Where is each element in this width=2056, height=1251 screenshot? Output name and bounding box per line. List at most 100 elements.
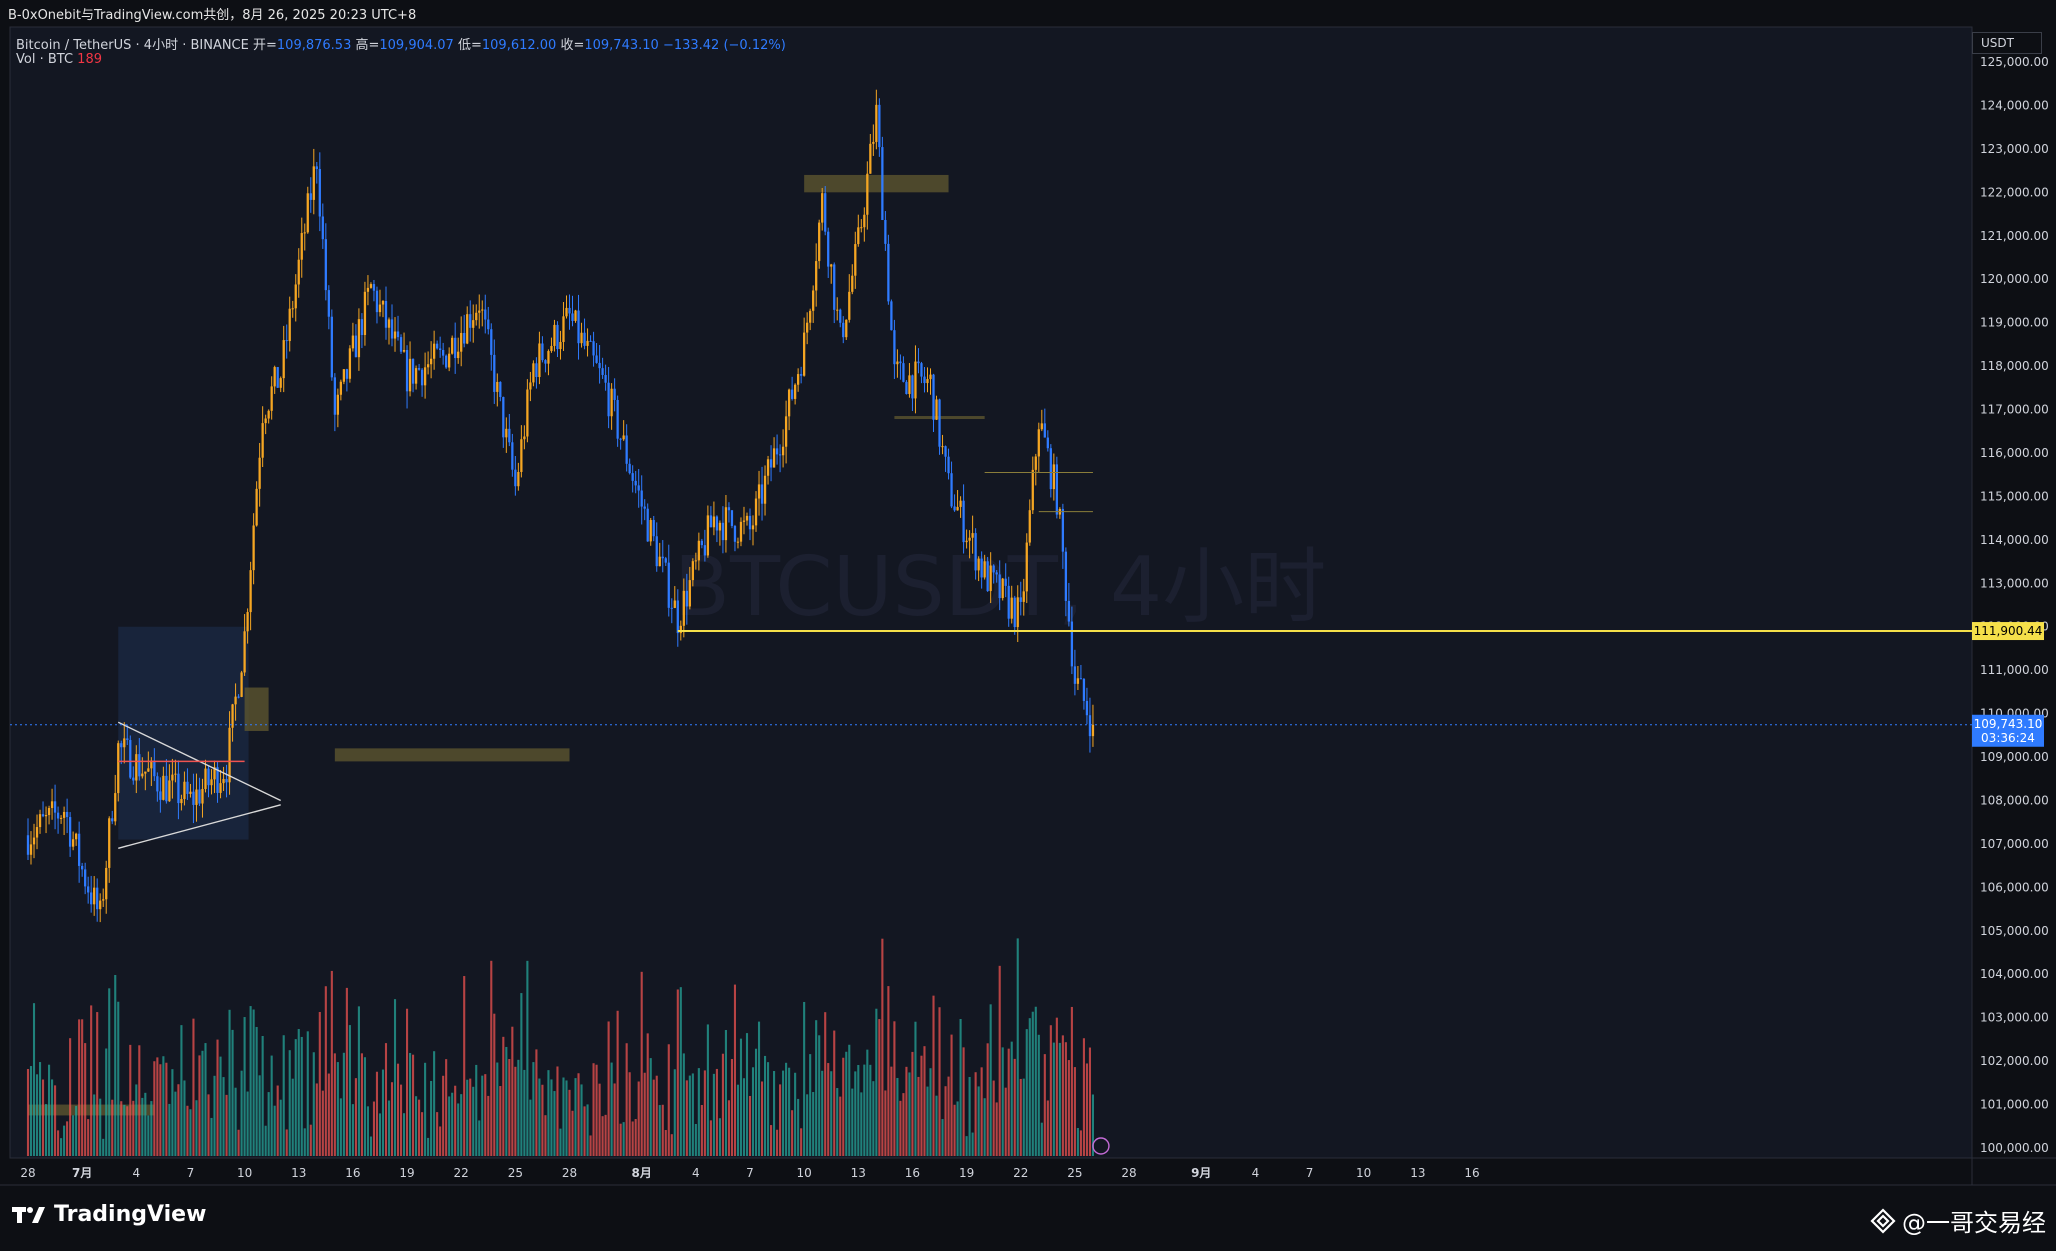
time-axis[interactable]: 28 7月 4 7 10 13 16 19 22 25 28 8月 4 7 10 13 16 19 22 25 28 9月… xyxy=(20,1166,1479,1180)
candle-body xyxy=(357,319,361,358)
volume-bar xyxy=(333,1053,336,1156)
candle-body xyxy=(466,314,469,344)
candle-body xyxy=(327,290,330,317)
volume-legend[interactable]: Vol · BTC 189 xyxy=(16,52,102,67)
volume-bar xyxy=(754,1048,758,1156)
candle-body xyxy=(953,506,956,511)
candle-body xyxy=(508,428,511,443)
volume-bar xyxy=(153,1061,156,1156)
candle-body xyxy=(189,791,192,794)
candle-body xyxy=(345,369,349,379)
candle-body xyxy=(502,397,505,438)
symbol-title[interactable]: Bitcoin / TetherUS · 4小时 · BINANCE xyxy=(16,38,249,53)
volume-bar xyxy=(246,1091,249,1156)
candle-body xyxy=(168,780,171,802)
volume-bar xyxy=(1028,1018,1031,1156)
tradingview-logo[interactable]: TradingView xyxy=(12,1202,206,1227)
volume-bar xyxy=(809,1054,812,1156)
candle-body xyxy=(1070,621,1074,667)
volume-bar xyxy=(430,1080,433,1156)
volume-bar xyxy=(1067,1060,1070,1156)
volume-bar xyxy=(655,1075,658,1156)
volume-bar xyxy=(348,1025,351,1156)
volume-bar xyxy=(66,1121,69,1156)
volume-bar xyxy=(529,1099,532,1156)
volume-bar xyxy=(878,1019,881,1156)
candle-body xyxy=(766,459,770,476)
volume-bar xyxy=(1034,1006,1037,1156)
currency-selector[interactable]: USDT xyxy=(1972,32,2042,54)
candle-body xyxy=(234,696,237,705)
candle-body xyxy=(354,335,358,358)
candle-body xyxy=(126,738,129,741)
candle-body xyxy=(312,166,315,200)
volume-bar xyxy=(622,1122,625,1156)
candle-body xyxy=(442,349,445,356)
volume-bar xyxy=(788,1067,791,1156)
candle-body xyxy=(378,304,382,313)
volume-bar xyxy=(487,1095,490,1156)
time-tick-label: 28 xyxy=(1121,1166,1136,1180)
candle-body xyxy=(294,284,297,309)
volume-bar xyxy=(231,1029,234,1156)
candle-body xyxy=(932,374,935,420)
volume-bar xyxy=(580,1084,583,1156)
candle-body xyxy=(41,814,45,817)
candle-body xyxy=(634,480,637,486)
candle-body xyxy=(1088,715,1092,737)
candle-body xyxy=(995,572,998,575)
candle-body xyxy=(114,793,117,822)
candle-body xyxy=(601,368,604,375)
volume-bar xyxy=(255,1026,258,1156)
candle-body xyxy=(282,340,285,379)
volume-bar xyxy=(318,1011,321,1156)
candle-body xyxy=(860,227,863,229)
volume-bar xyxy=(144,1092,147,1156)
volume-bar xyxy=(78,1019,81,1156)
candle-body xyxy=(610,388,613,417)
candle-body xyxy=(448,353,451,368)
volume-bar xyxy=(634,1119,637,1156)
candle-body xyxy=(649,520,652,542)
volume-bar xyxy=(559,1128,562,1156)
time-tick-label: 13 xyxy=(851,1166,866,1180)
volume-bar xyxy=(327,1073,330,1156)
open-label: 开= xyxy=(253,38,277,53)
volume-bar xyxy=(123,1104,126,1156)
volume-bar xyxy=(360,1053,363,1156)
symbol-legend[interactable]: Bitcoin / TetherUS · 4小时 · BINANCE 开=109… xyxy=(16,34,786,53)
candle-body xyxy=(463,332,466,344)
volume-bar xyxy=(204,1043,207,1156)
time-tick-label: 16 xyxy=(905,1166,920,1180)
candle-body xyxy=(1055,464,1058,515)
volume-bar xyxy=(794,1072,797,1156)
candle-body xyxy=(192,791,195,805)
time-tick-label: 19 xyxy=(399,1166,414,1180)
candle-body xyxy=(1019,597,1022,602)
candle-body xyxy=(956,506,959,511)
candle-body xyxy=(830,264,833,267)
candle-body xyxy=(138,754,141,777)
time-tick-label: 16 xyxy=(1464,1166,1479,1180)
candle-body xyxy=(604,374,607,383)
candle-body xyxy=(998,574,1001,599)
volume-bar xyxy=(312,1052,315,1156)
volume-bar xyxy=(409,1052,412,1156)
candle-body xyxy=(905,381,908,395)
candle-body xyxy=(535,363,538,378)
volume-label[interactable]: Vol · BTC xyxy=(16,52,74,67)
candle-body xyxy=(429,358,433,365)
volume-bar xyxy=(658,1105,661,1156)
price-axis[interactable]: 100,000.00 101,000.00 102,000.00 103,000.00… xyxy=(1980,55,2049,1155)
candle-body xyxy=(53,801,57,813)
volume-bar xyxy=(736,1084,740,1156)
volume-bar xyxy=(860,1092,863,1156)
price-tick-label: 122,000.00 xyxy=(1980,185,2049,199)
candle-body xyxy=(1076,678,1080,684)
candle-body xyxy=(721,522,725,541)
candle-body xyxy=(1025,542,1028,592)
volume-bar xyxy=(90,1005,93,1156)
candle-body xyxy=(640,490,643,507)
volume-bar xyxy=(192,1018,195,1156)
